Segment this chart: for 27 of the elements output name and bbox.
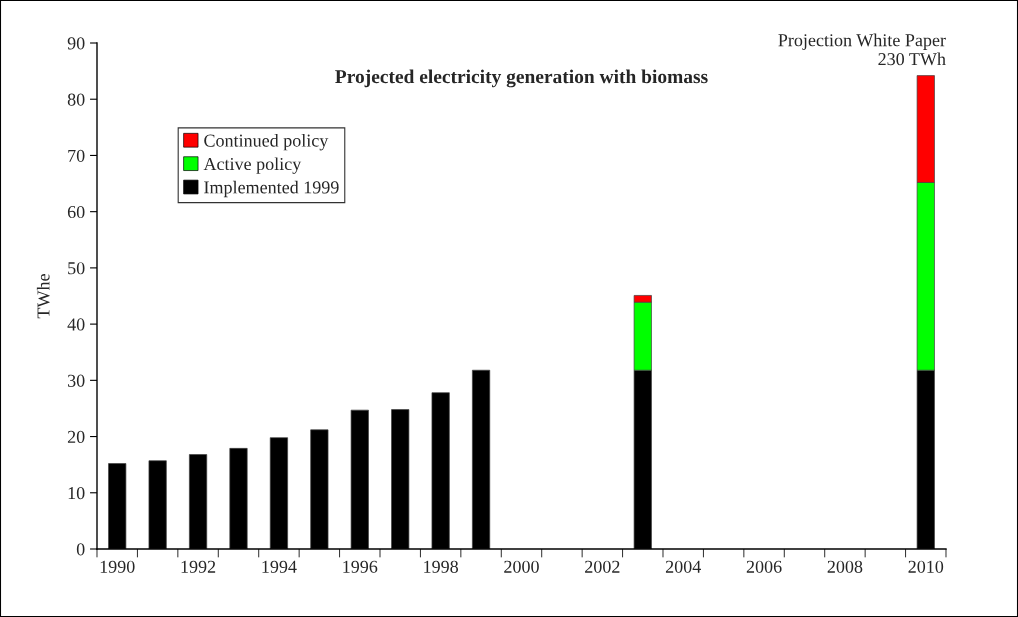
y-tick-label: 10 [68, 487, 85, 500]
y-tick-label: 30 [68, 374, 85, 387]
legend-label: Continued policy [204, 134, 329, 151]
y-tick-label: 0 [76, 543, 85, 556]
text: Projected electricity generation with biomass [335, 69, 708, 88]
y-tick-label: 50 [68, 262, 85, 275]
x-tick-label: 2004 [665, 560, 701, 573]
x-tick-label: 1998 [424, 560, 459, 573]
y-tick-label: 70 [68, 149, 85, 162]
x-tick-label: 2006 [746, 560, 782, 573]
y-tick-label: 60 [67, 205, 85, 219]
y-tick-label: 90 [67, 37, 85, 50]
x-tick-label: 2002 [585, 560, 620, 573]
y-tick-label: 20 [67, 430, 85, 443]
x-tick-label: 2010 [908, 560, 944, 573]
x-tick-label: 2008 [827, 560, 863, 573]
x-tick-label: 1996 [343, 560, 378, 573]
legend-label: Implemented 1999 [204, 180, 339, 198]
y-axis-title: TWhe [36, 274, 50, 319]
y-tick-label: 80 [67, 93, 85, 106]
y-tick-label: 40 [67, 318, 85, 331]
x-tick-label: 2000 [504, 560, 539, 573]
annotation: Projection White Paper 230 TWh [778, 33, 946, 66]
x-tick-label: 1992 [181, 560, 216, 573]
legend-label: Active policy [203, 157, 302, 174]
x-tick-label: 1994 [262, 560, 297, 573]
x-tick-label: 1990 [100, 560, 135, 573]
